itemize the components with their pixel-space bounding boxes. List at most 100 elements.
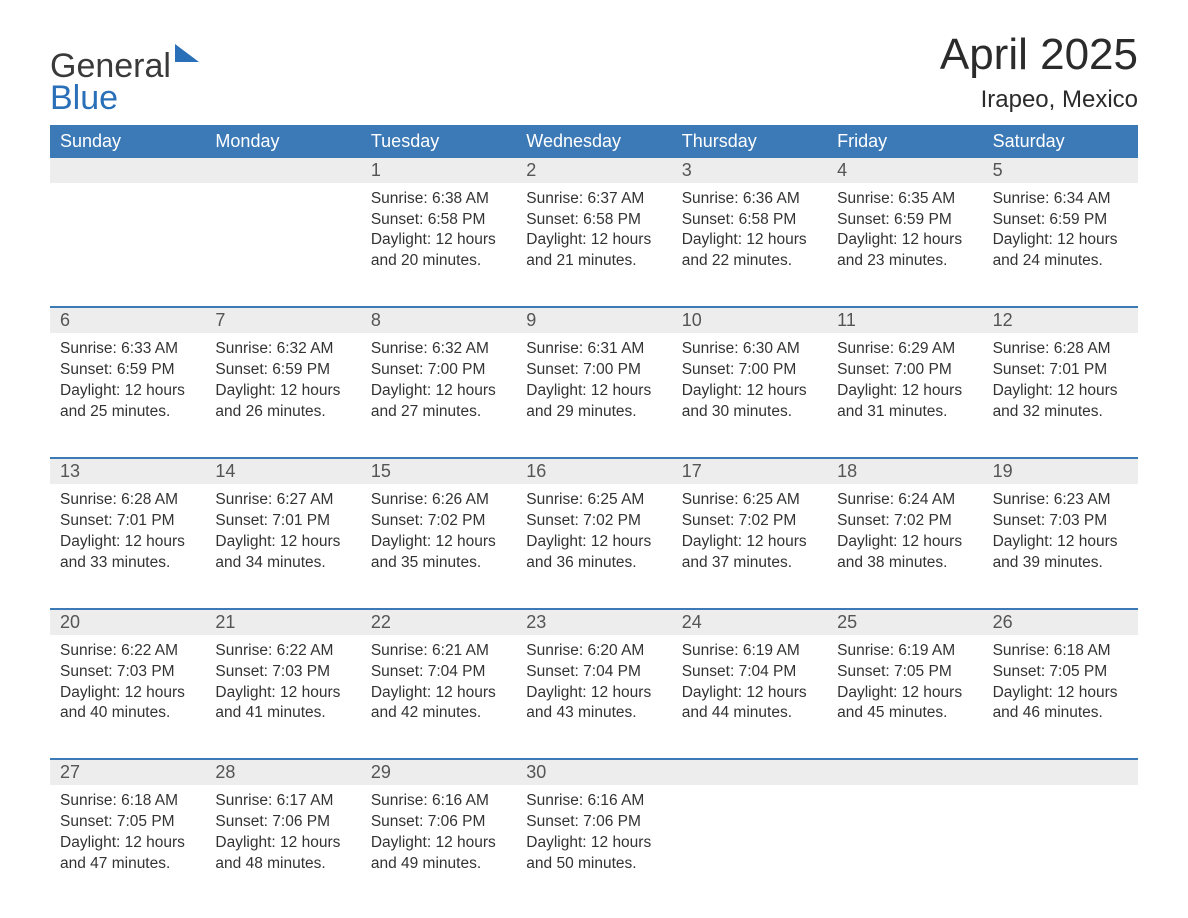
weeks-container: 12345Sunrise: 6:38 AMSunset: 6:58 PMDayl… [50, 158, 1138, 885]
sunset-line: Sunset: 7:03 PM [215, 662, 350, 683]
date-number: 22 [361, 610, 516, 635]
date-number: 24 [672, 610, 827, 635]
day-cell: Sunrise: 6:23 AMSunset: 7:03 PMDaylight:… [983, 484, 1138, 584]
sunrise-line: Sunrise: 6:32 AM [371, 339, 506, 360]
sunrise-line: Sunrise: 6:28 AM [60, 490, 195, 511]
sunset-line: Sunset: 6:58 PM [371, 210, 506, 231]
daylight-line: Daylight: 12 hours and 31 minutes. [837, 381, 972, 423]
flag-icon [175, 44, 199, 62]
sunset-line: Sunset: 7:00 PM [526, 360, 661, 381]
day-cell: Sunrise: 6:25 AMSunset: 7:02 PMDaylight:… [516, 484, 671, 584]
date-number: 29 [361, 760, 516, 785]
date-number: 17 [672, 459, 827, 484]
daylight-line: Daylight: 12 hours and 20 minutes. [371, 230, 506, 272]
daylight-line: Daylight: 12 hours and 21 minutes. [526, 230, 661, 272]
sunset-line: Sunset: 7:03 PM [60, 662, 195, 683]
sunrise-line: Sunrise: 6:23 AM [993, 490, 1128, 511]
week-row: 27282930Sunrise: 6:18 AMSunset: 7:05 PMD… [50, 758, 1138, 885]
daylight-line: Daylight: 12 hours and 47 minutes. [60, 833, 195, 875]
daylight-line: Daylight: 12 hours and 45 minutes. [837, 683, 972, 725]
date-number: 16 [516, 459, 671, 484]
daylight-line: Daylight: 12 hours and 46 minutes. [993, 683, 1128, 725]
day-cell: Sunrise: 6:33 AMSunset: 6:59 PMDaylight:… [50, 333, 205, 433]
daylight-line: Daylight: 12 hours and 22 minutes. [682, 230, 817, 272]
daylight-line: Daylight: 12 hours and 39 minutes. [993, 532, 1128, 574]
day-cell [827, 785, 982, 885]
day-cell: Sunrise: 6:36 AMSunset: 6:58 PMDaylight:… [672, 183, 827, 283]
sunrise-line: Sunrise: 6:22 AM [215, 641, 350, 662]
sunrise-line: Sunrise: 6:34 AM [993, 189, 1128, 210]
date-number: 9 [516, 308, 671, 333]
day-cell: Sunrise: 6:31 AMSunset: 7:00 PMDaylight:… [516, 333, 671, 433]
sunrise-line: Sunrise: 6:17 AM [215, 791, 350, 812]
sunrise-line: Sunrise: 6:25 AM [526, 490, 661, 511]
date-number [672, 760, 827, 785]
sunset-line: Sunset: 6:58 PM [526, 210, 661, 231]
day-cell: Sunrise: 6:22 AMSunset: 7:03 PMDaylight:… [205, 635, 360, 735]
sunrise-line: Sunrise: 6:24 AM [837, 490, 972, 511]
day-cell: Sunrise: 6:32 AMSunset: 7:00 PMDaylight:… [361, 333, 516, 433]
header: General Blue April 2025 Irapeo, Mexico [50, 30, 1138, 115]
daylight-line: Daylight: 12 hours and 48 minutes. [215, 833, 350, 875]
day-header-cell: Sunday [50, 125, 205, 158]
date-number: 25 [827, 610, 982, 635]
sunrise-line: Sunrise: 6:30 AM [682, 339, 817, 360]
date-number [827, 760, 982, 785]
sunrise-line: Sunrise: 6:32 AM [215, 339, 350, 360]
sunset-line: Sunset: 7:02 PM [682, 511, 817, 532]
title-block: April 2025 Irapeo, Mexico [940, 30, 1138, 114]
date-number [50, 158, 205, 183]
sunrise-line: Sunrise: 6:19 AM [682, 641, 817, 662]
sunset-line: Sunset: 7:02 PM [526, 511, 661, 532]
daylight-line: Daylight: 12 hours and 40 minutes. [60, 683, 195, 725]
daylight-line: Daylight: 12 hours and 23 minutes. [837, 230, 972, 272]
sunset-line: Sunset: 7:02 PM [371, 511, 506, 532]
sunset-line: Sunset: 6:58 PM [682, 210, 817, 231]
day-cell: Sunrise: 6:18 AMSunset: 7:05 PMDaylight:… [983, 635, 1138, 735]
day-cell: Sunrise: 6:20 AMSunset: 7:04 PMDaylight:… [516, 635, 671, 735]
sunrise-line: Sunrise: 6:18 AM [993, 641, 1128, 662]
sunset-line: Sunset: 7:00 PM [837, 360, 972, 381]
date-row: 13141516171819 [50, 459, 1138, 484]
sunrise-line: Sunrise: 6:31 AM [526, 339, 661, 360]
sunrise-line: Sunrise: 6:16 AM [526, 791, 661, 812]
date-row: 6789101112 [50, 308, 1138, 333]
sunset-line: Sunset: 7:00 PM [371, 360, 506, 381]
week-row: 6789101112Sunrise: 6:33 AMSunset: 6:59 P… [50, 306, 1138, 433]
day-cell: Sunrise: 6:35 AMSunset: 6:59 PMDaylight:… [827, 183, 982, 283]
day-cell: Sunrise: 6:29 AMSunset: 7:00 PMDaylight:… [827, 333, 982, 433]
date-number: 23 [516, 610, 671, 635]
sunrise-line: Sunrise: 6:26 AM [371, 490, 506, 511]
date-row: 12345 [50, 158, 1138, 183]
sunrise-line: Sunrise: 6:28 AM [993, 339, 1128, 360]
day-cell: Sunrise: 6:34 AMSunset: 6:59 PMDaylight:… [983, 183, 1138, 283]
sunset-line: Sunset: 7:01 PM [60, 511, 195, 532]
date-number: 14 [205, 459, 360, 484]
day-cell [672, 785, 827, 885]
sunrise-line: Sunrise: 6:33 AM [60, 339, 195, 360]
week-row: 13141516171819Sunrise: 6:28 AMSunset: 7:… [50, 457, 1138, 584]
sunset-line: Sunset: 7:00 PM [682, 360, 817, 381]
sunrise-line: Sunrise: 6:29 AM [837, 339, 972, 360]
sunrise-line: Sunrise: 6:36 AM [682, 189, 817, 210]
daylight-line: Daylight: 12 hours and 34 minutes. [215, 532, 350, 574]
date-row: 27282930 [50, 760, 1138, 785]
day-cell: Sunrise: 6:30 AMSunset: 7:00 PMDaylight:… [672, 333, 827, 433]
brand-logo: General Blue [50, 50, 199, 115]
daylight-line: Daylight: 12 hours and 44 minutes. [682, 683, 817, 725]
date-number: 18 [827, 459, 982, 484]
date-number: 20 [50, 610, 205, 635]
day-cell: Sunrise: 6:18 AMSunset: 7:05 PMDaylight:… [50, 785, 205, 885]
sunrise-line: Sunrise: 6:25 AM [682, 490, 817, 511]
sunrise-line: Sunrise: 6:18 AM [60, 791, 195, 812]
sunset-line: Sunset: 7:03 PM [993, 511, 1128, 532]
day-cell: Sunrise: 6:16 AMSunset: 7:06 PMDaylight:… [516, 785, 671, 885]
sunrise-line: Sunrise: 6:27 AM [215, 490, 350, 511]
date-number: 8 [361, 308, 516, 333]
day-header-cell: Thursday [672, 125, 827, 158]
date-number: 2 [516, 158, 671, 183]
day-cell [50, 183, 205, 283]
date-number: 21 [205, 610, 360, 635]
sunset-line: Sunset: 7:04 PM [371, 662, 506, 683]
date-number: 12 [983, 308, 1138, 333]
